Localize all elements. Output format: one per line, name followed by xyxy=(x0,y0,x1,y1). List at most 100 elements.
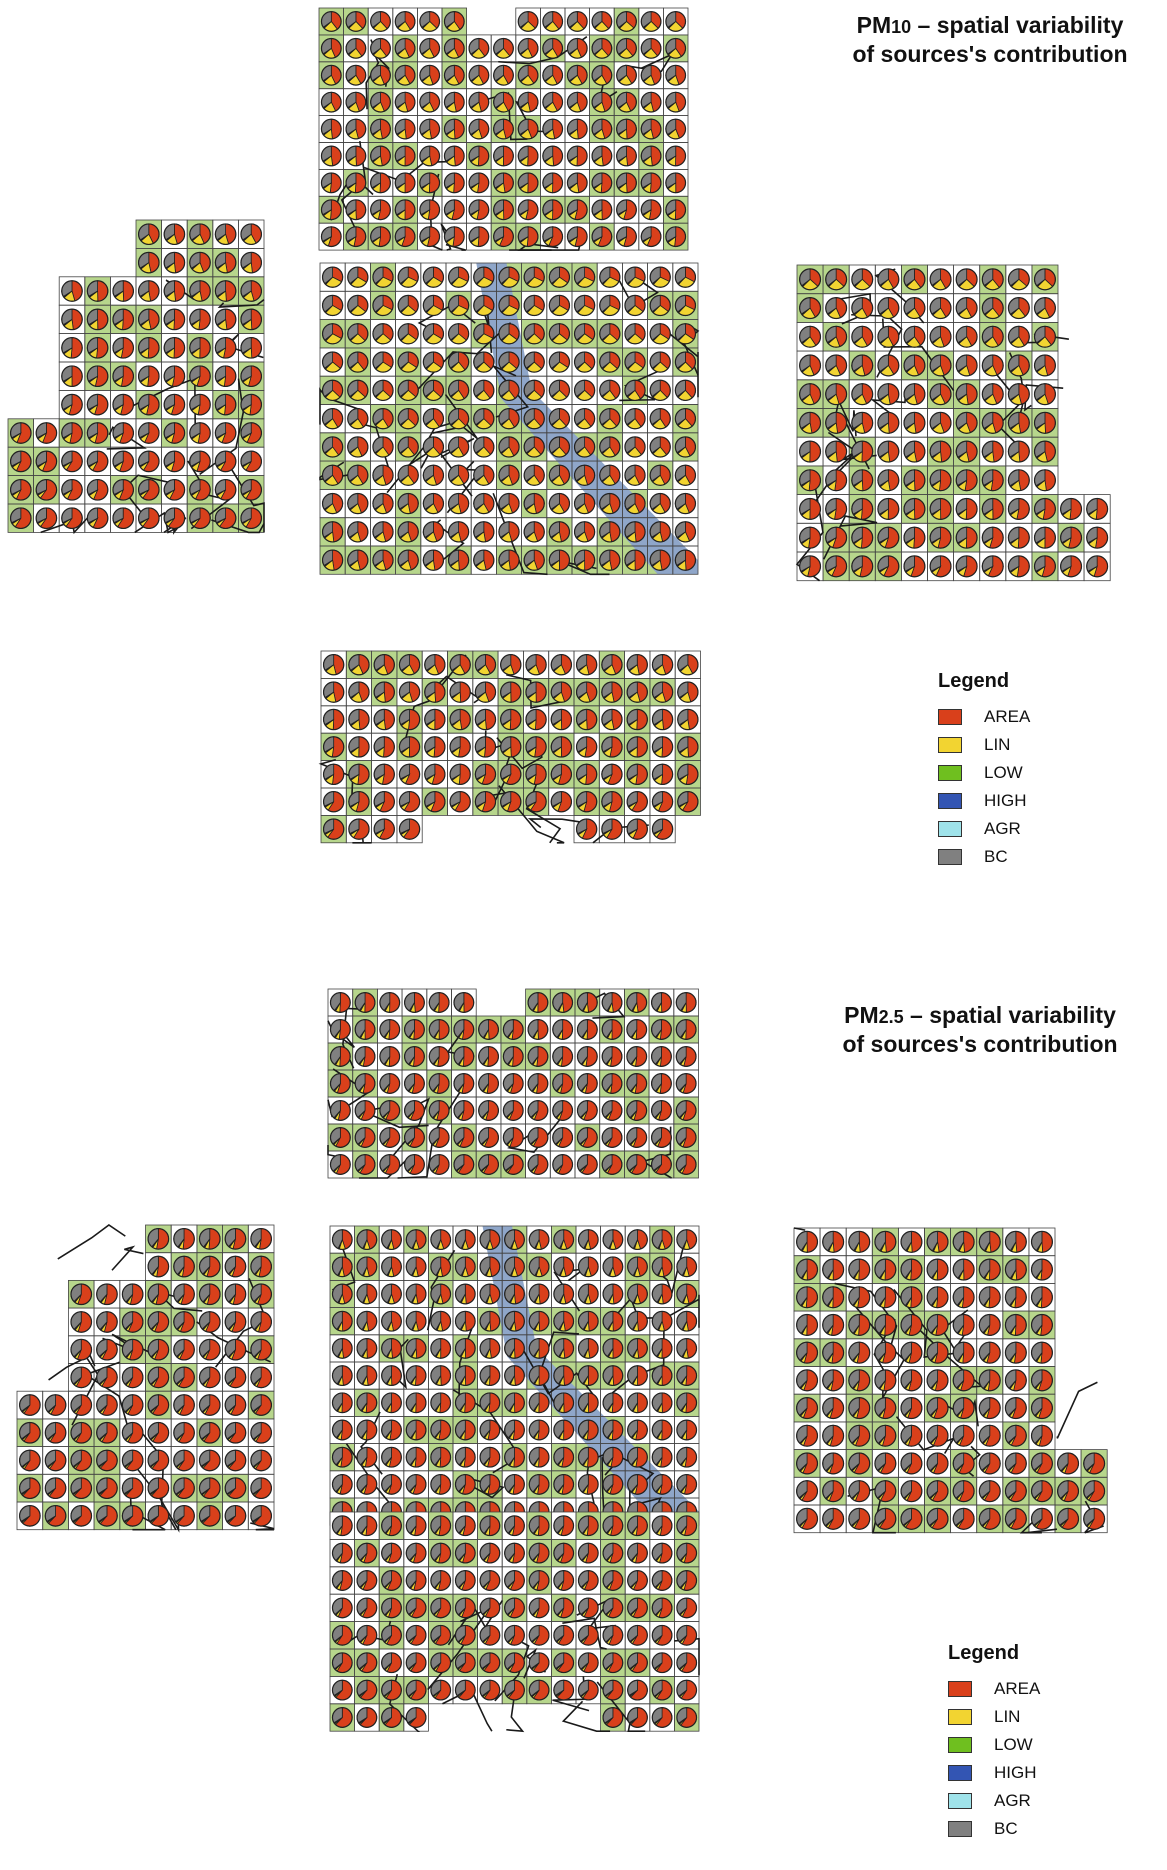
pie-marker xyxy=(649,407,671,430)
pie-marker xyxy=(397,407,419,430)
pie-outline xyxy=(394,118,416,140)
pie-marker xyxy=(640,91,662,113)
pie-marker xyxy=(468,145,490,167)
pie-marker xyxy=(345,145,367,167)
pie-marker xyxy=(799,469,822,492)
pie-marker xyxy=(214,365,237,388)
pie-marker xyxy=(591,11,613,32)
pie-marker xyxy=(1033,469,1056,492)
pie-marker xyxy=(473,492,495,515)
pie-marker xyxy=(86,280,109,302)
pie-marker xyxy=(1033,526,1056,549)
pie-marker xyxy=(321,351,344,373)
pie-marker xyxy=(137,223,160,246)
pie-marker xyxy=(422,266,445,288)
map-district xyxy=(7,219,265,535)
pie-marker xyxy=(345,226,367,248)
pie-outline xyxy=(616,64,637,86)
pie-marker xyxy=(542,11,564,32)
pie-marker xyxy=(624,379,646,402)
pie-outline xyxy=(591,64,613,86)
pie-marker xyxy=(665,11,687,32)
pie-marker xyxy=(422,436,445,458)
pie-marker xyxy=(566,118,588,140)
pie-marker xyxy=(345,172,367,194)
pie-marker xyxy=(189,365,211,388)
pie-marker xyxy=(523,464,545,486)
pie-marker xyxy=(473,407,495,430)
pie-marker xyxy=(240,478,263,501)
pie-marker xyxy=(370,11,391,32)
pie-marker xyxy=(640,145,662,167)
pie-marker xyxy=(419,118,441,140)
pie-marker xyxy=(542,118,564,140)
pie-marker xyxy=(447,379,470,402)
pie-outline xyxy=(345,145,367,167)
pie-marker xyxy=(443,64,465,86)
pie-marker xyxy=(61,422,83,444)
pie-marker xyxy=(566,11,588,32)
pie-marker xyxy=(674,323,697,345)
pie-marker xyxy=(112,365,135,388)
pie-marker xyxy=(674,436,697,458)
pie-marker xyxy=(903,354,926,377)
pie-marker xyxy=(1033,325,1056,348)
pie-marker xyxy=(616,64,637,86)
pie-marker xyxy=(591,172,613,194)
pie-marker xyxy=(370,118,391,140)
pie-outline xyxy=(542,37,564,59)
pie-marker xyxy=(1007,383,1030,406)
pie-outline xyxy=(640,64,662,86)
pie-marker xyxy=(370,172,391,194)
pie-marker xyxy=(468,37,490,59)
pie-marker xyxy=(599,323,621,345)
pie-marker xyxy=(422,492,445,515)
pie-marker xyxy=(214,450,237,473)
pie-marker xyxy=(903,526,926,549)
pie-marker xyxy=(548,379,571,402)
pie-outline xyxy=(320,145,342,167)
pie-marker xyxy=(929,354,952,377)
pie-outline xyxy=(566,37,588,59)
pie-marker xyxy=(929,268,952,291)
pie-marker xyxy=(473,521,495,543)
pie-marker xyxy=(566,37,588,59)
pie-marker xyxy=(877,469,900,492)
pie-outline xyxy=(320,172,342,194)
pie-marker xyxy=(981,354,1004,377)
pie-outline xyxy=(419,37,441,59)
pie-marker xyxy=(799,325,822,348)
pie-marker xyxy=(616,145,637,167)
pie-marker xyxy=(573,436,596,458)
pie-outline xyxy=(320,11,342,32)
pie-outline xyxy=(468,91,490,113)
pie-marker xyxy=(981,411,1004,434)
pie-marker xyxy=(624,294,646,317)
pie-outline xyxy=(640,11,662,32)
pie-outline xyxy=(419,145,441,167)
pie-marker xyxy=(86,308,109,331)
pie-marker xyxy=(240,365,263,388)
pie-marker xyxy=(955,268,978,291)
pie-marker xyxy=(903,497,926,520)
pie-outline xyxy=(566,11,588,32)
pie-marker xyxy=(573,549,596,571)
pie-marker xyxy=(137,393,160,416)
pie-marker xyxy=(397,266,419,288)
pie-marker xyxy=(649,492,671,515)
pie-marker xyxy=(372,549,394,571)
pie-marker xyxy=(929,411,952,434)
pie-marker xyxy=(240,422,263,444)
pie-marker xyxy=(214,280,237,302)
pie-outline xyxy=(542,145,564,167)
pie-marker xyxy=(189,308,211,331)
pie-marker xyxy=(214,478,237,501)
pie-marker xyxy=(517,37,539,59)
pie-marker xyxy=(372,266,394,288)
pie-marker xyxy=(877,411,900,434)
pie-outline xyxy=(370,172,391,194)
pie-marker xyxy=(473,549,495,571)
pie-outline xyxy=(616,91,637,113)
pie-outline xyxy=(320,118,342,140)
pie-outline xyxy=(345,91,367,113)
